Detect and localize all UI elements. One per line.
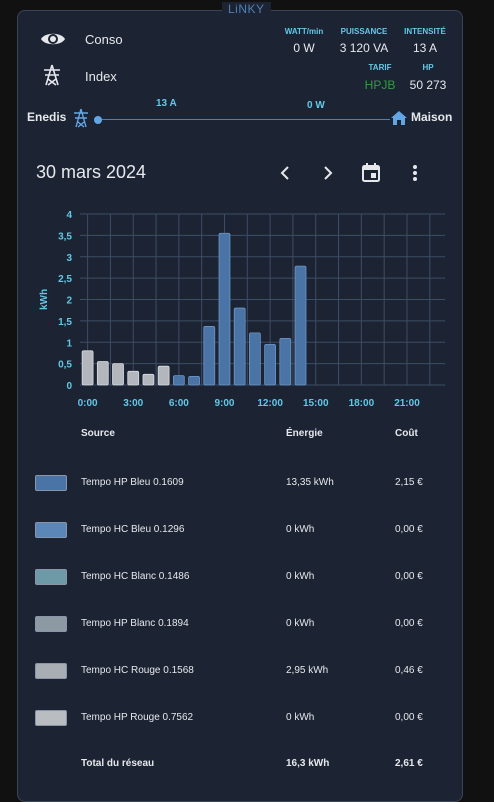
table-cell-source: Tempo HP Rouge 0.7562 bbox=[81, 712, 194, 723]
conso-label[interactable]: Conso bbox=[85, 32, 123, 47]
chart-bar bbox=[264, 343, 276, 386]
energy-bar-chart: 0 0,5 1 1,5 2 2,5 3 3,5 4 0:00 3:00 6:00 9:00 12:00 15… bbox=[39, 210, 445, 409]
x-tick-label: 21:00 bbox=[394, 398, 420, 409]
table-cell-cout: 0,00 € bbox=[395, 571, 423, 582]
watt-value: 0 W bbox=[293, 41, 315, 55]
chart-bar bbox=[188, 376, 200, 386]
table-cell-energie: 0 kWh bbox=[286, 618, 315, 629]
x-tick-label: 9:00 bbox=[214, 398, 234, 409]
table-cell-energie: 2,95 kWh bbox=[286, 665, 329, 676]
flow-current: 13 A bbox=[156, 98, 177, 109]
chart-bar bbox=[157, 365, 170, 386]
intensite-label: INTENSITÉ bbox=[404, 27, 446, 36]
total-energie: 16,3 kWh bbox=[286, 758, 330, 769]
more-vertical-icon[interactable] bbox=[412, 164, 418, 182]
date-title: 30 mars 2024 bbox=[36, 162, 147, 182]
watt-label: WATT/min bbox=[284, 27, 324, 36]
legend-swatch[interactable] bbox=[35, 475, 67, 491]
x-tick-label: 0:00 bbox=[78, 398, 98, 409]
table-cell-source: Tempo HP Bleu 0.1609 bbox=[81, 477, 184, 488]
x-tick-label: 6:00 bbox=[169, 398, 189, 409]
hp-label: HP bbox=[422, 63, 434, 72]
table-cell-source: Tempo HP Blanc 0.1894 bbox=[81, 618, 189, 629]
puissance-value: 3 120 VA bbox=[339, 41, 389, 55]
transmission-tower-icon[interactable] bbox=[42, 64, 62, 86]
total-cout: 2,61 € bbox=[395, 758, 423, 769]
calendar-icon[interactable] bbox=[362, 163, 380, 182]
puissance-label: PUISSANCE bbox=[340, 27, 388, 36]
home-icon bbox=[391, 111, 407, 125]
y-tick-label: 3 bbox=[66, 253, 72, 264]
table-cell-cout: 2,15 € bbox=[395, 477, 423, 488]
chart-bar bbox=[96, 361, 109, 386]
legend-swatch[interactable] bbox=[35, 569, 67, 585]
eye-icon[interactable] bbox=[40, 30, 66, 48]
card-title: LiNKY bbox=[222, 2, 271, 16]
legend-swatch[interactable] bbox=[35, 616, 67, 632]
table-cell-cout: 0,00 € bbox=[395, 712, 423, 723]
y-tick-label: 2 bbox=[66, 296, 72, 307]
flow-power: 0 W bbox=[307, 100, 325, 111]
y-axis-label: kWh bbox=[39, 289, 50, 310]
intensite-value: 13 A bbox=[412, 41, 438, 55]
table-cell-cout: 0,00 € bbox=[395, 524, 423, 535]
table-cell-source: Tempo HC Rouge 0.1568 bbox=[81, 665, 194, 676]
y-tick-label: 0,5 bbox=[58, 360, 72, 371]
linky-card: LiNKY bbox=[17, 2, 463, 802]
table-cell-energie: 0 kWh bbox=[286, 524, 315, 535]
x-tick-label: 18:00 bbox=[349, 398, 375, 409]
index-label[interactable]: Index bbox=[85, 69, 117, 84]
table-cell-source: Tempo HC Bleu 0.1296 bbox=[81, 524, 185, 535]
table-cell-energie: 0 kWh bbox=[286, 571, 315, 582]
table-cell-energie: 13,35 kWh bbox=[286, 477, 334, 488]
chart-bar bbox=[249, 332, 261, 386]
table-cell-energie: 0 kWh bbox=[286, 712, 315, 723]
transmission-tower-icon-small bbox=[74, 108, 88, 128]
maison-label: Maison bbox=[411, 110, 453, 124]
chevron-right-icon[interactable] bbox=[323, 166, 333, 180]
table-header-source: Source bbox=[81, 428, 115, 439]
chart-bar bbox=[218, 232, 231, 386]
x-tick-label: 15:00 bbox=[303, 398, 329, 409]
y-tick-label: 3,5 bbox=[58, 231, 72, 242]
tarif-value: HPJB bbox=[364, 78, 396, 92]
chart-bar bbox=[127, 370, 140, 386]
y-tick-label: 4 bbox=[66, 210, 72, 221]
y-tick-label: 1 bbox=[66, 338, 72, 349]
y-tick-label: 2,5 bbox=[58, 274, 72, 285]
chart-bar bbox=[172, 375, 185, 386]
legend-swatch[interactable] bbox=[35, 710, 67, 726]
chevron-left-icon[interactable] bbox=[280, 166, 290, 180]
tarif-label: TARIF bbox=[368, 63, 392, 72]
hp-value: 50 273 bbox=[409, 78, 447, 92]
chart-bar bbox=[142, 373, 155, 386]
chart-bar bbox=[81, 350, 94, 386]
total-label: Total du réseau bbox=[81, 758, 155, 769]
table-cell-cout: 0,46 € bbox=[395, 665, 423, 676]
x-tick-label: 3:00 bbox=[123, 398, 143, 409]
flow-dot bbox=[94, 116, 102, 124]
chart-bar bbox=[112, 363, 124, 386]
flow-line bbox=[98, 119, 390, 120]
legend-swatch[interactable] bbox=[35, 663, 67, 679]
y-tick-label: 1,5 bbox=[58, 317, 72, 328]
table-cell-source: Tempo HC Blanc 0.1486 bbox=[81, 571, 190, 582]
table-header-cout: Coût bbox=[395, 428, 418, 439]
chart-bar bbox=[203, 326, 216, 386]
enedis-label: Enedis bbox=[27, 110, 67, 124]
chart-bar bbox=[294, 265, 307, 386]
chart-bar bbox=[279, 338, 292, 386]
y-tick-label: 0 bbox=[66, 381, 72, 392]
x-tick-label: 12:00 bbox=[257, 398, 283, 409]
chart-bar bbox=[233, 307, 246, 386]
legend-swatch[interactable] bbox=[35, 522, 67, 538]
table-header-energie: Énergie bbox=[286, 428, 323, 439]
table-cell-cout: 0,00 € bbox=[395, 618, 423, 629]
